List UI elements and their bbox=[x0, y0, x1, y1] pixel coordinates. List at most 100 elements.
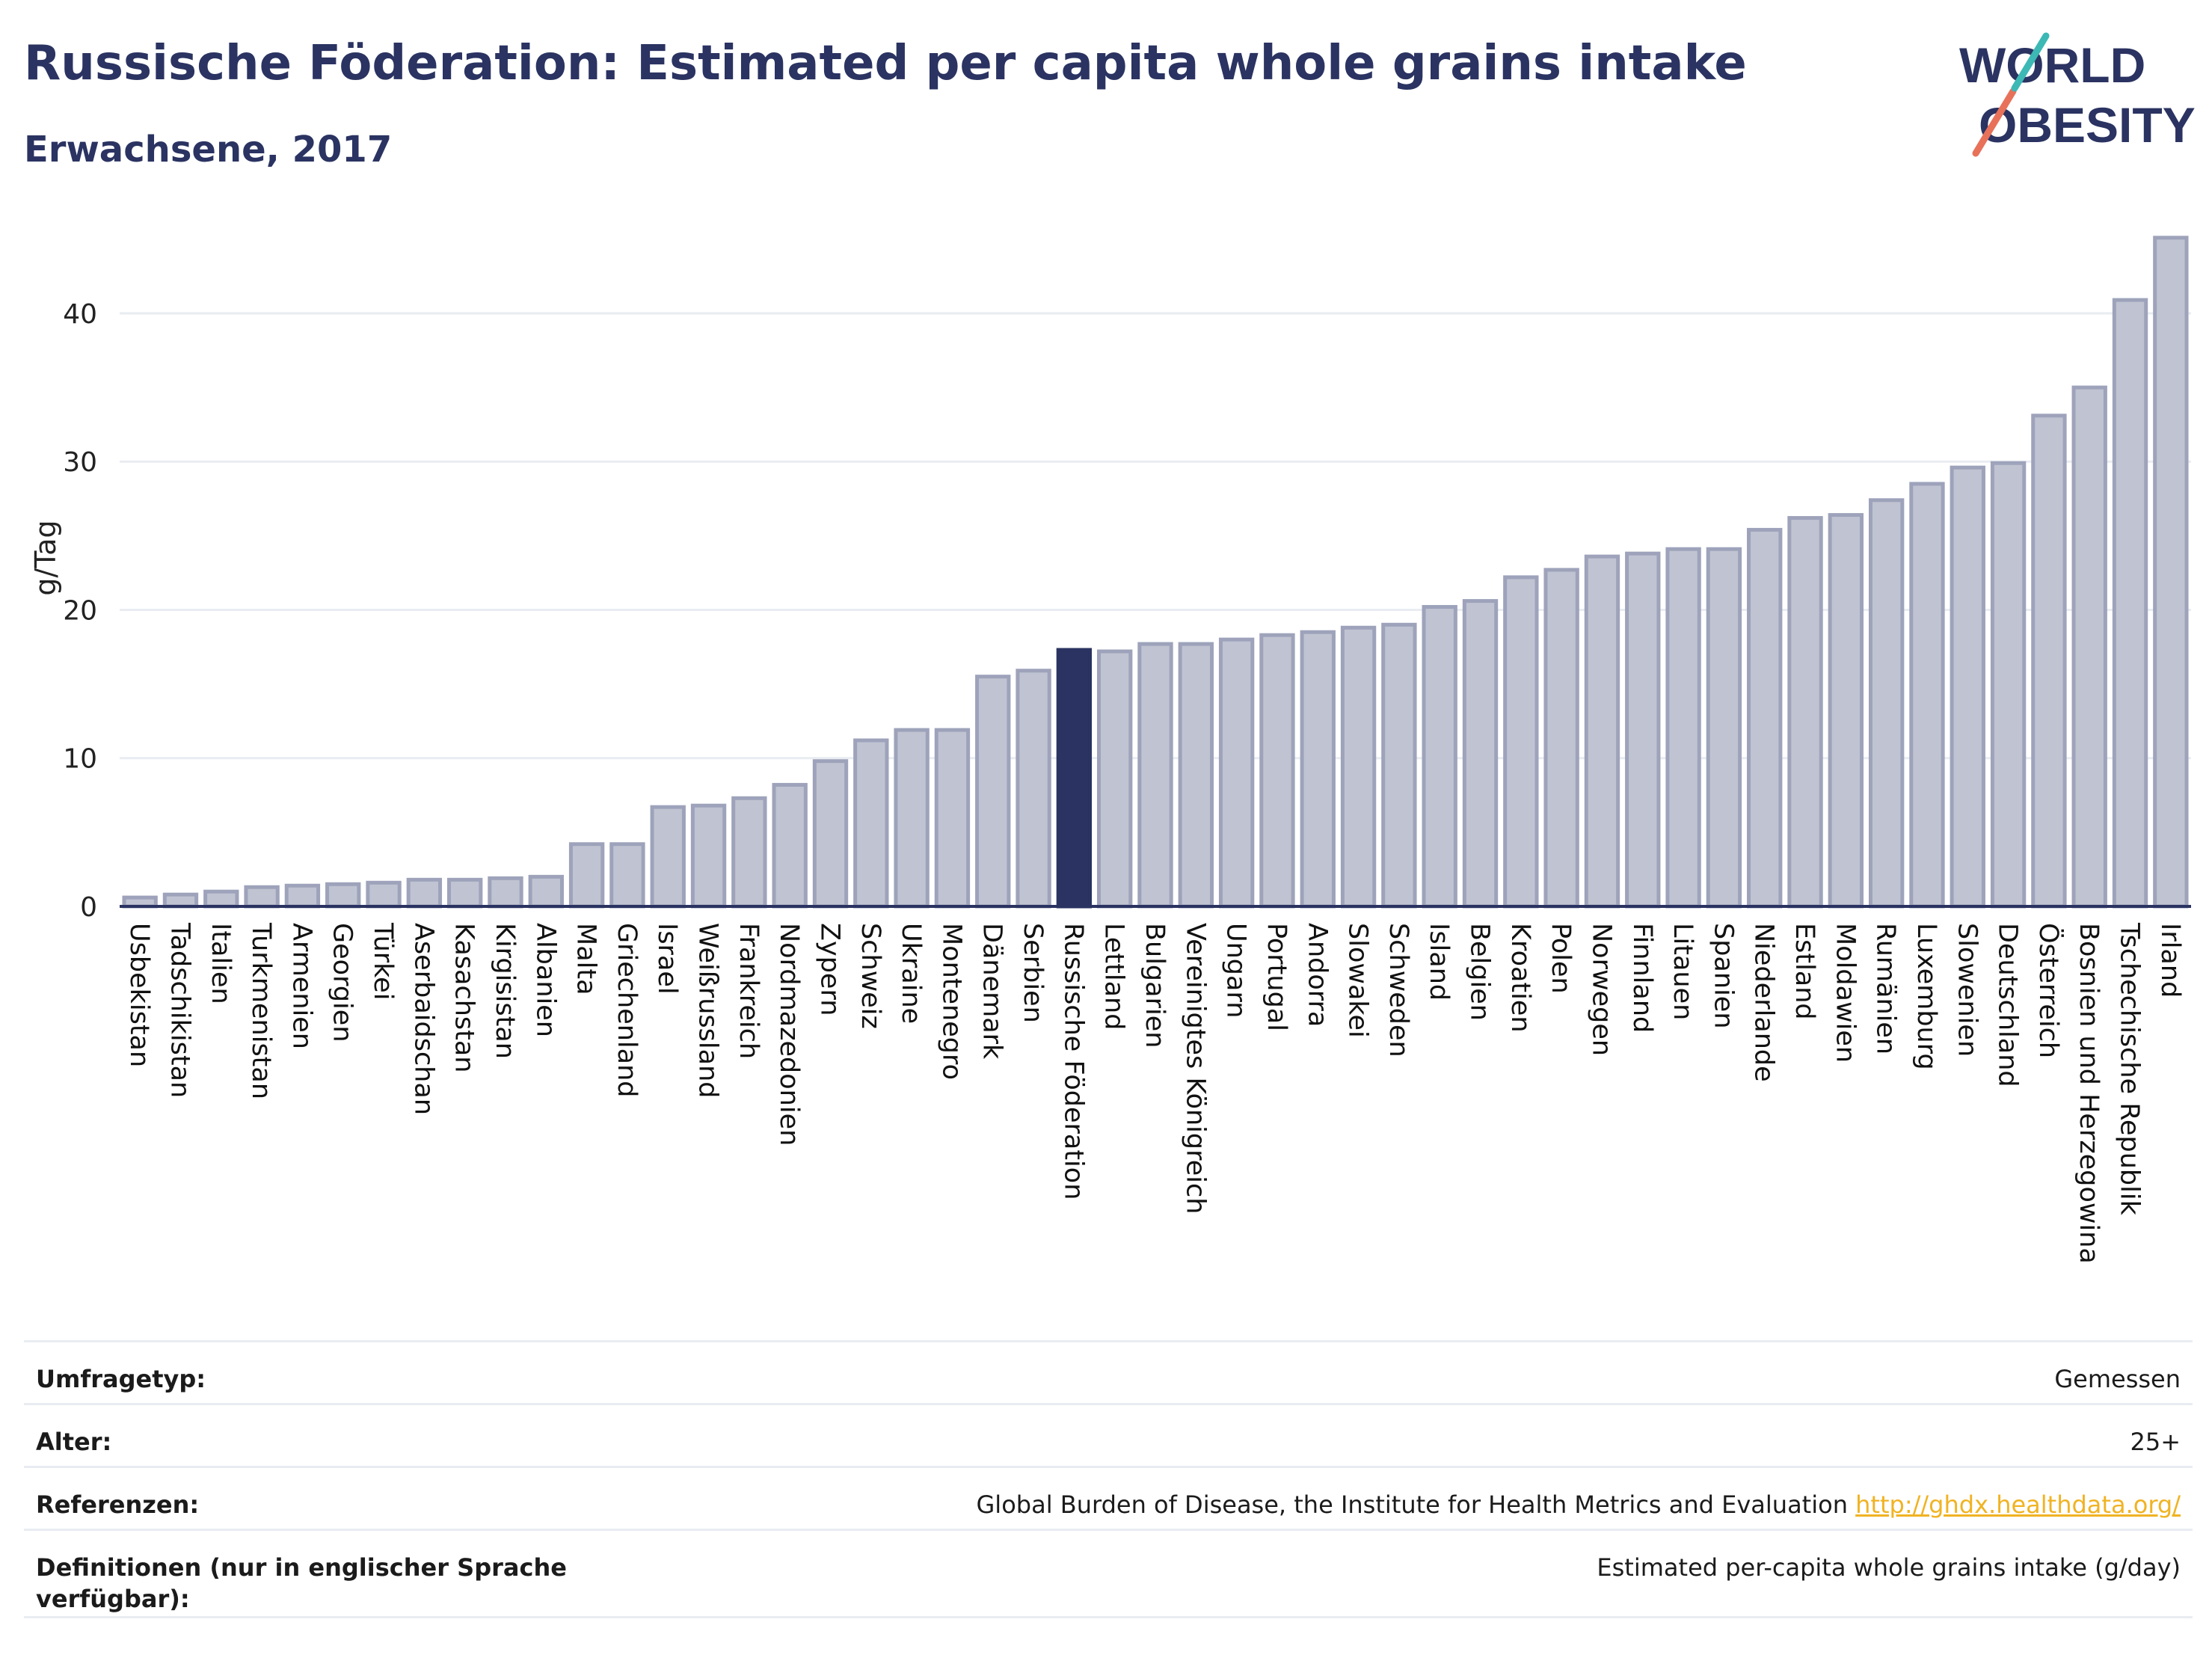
x-tick-label: Serbien bbox=[1018, 923, 1048, 1023]
bar-chart: 0 10 20 30 40 g/Tag Usbekistan Tadschikistan Ita… bbox=[29, 236, 2191, 1264]
meta-row-age: Alter: 25+ bbox=[24, 1403, 2193, 1466]
x-tick-label: Moldawien bbox=[1830, 923, 1860, 1063]
x-tick-label: Albanien bbox=[530, 923, 560, 1037]
x-tick-label: Griechenland bbox=[612, 923, 642, 1097]
x-tick-label: Spanien bbox=[1708, 923, 1738, 1029]
x-tick-label: Kirgisistan bbox=[490, 923, 520, 1059]
x-tick-label: Kasachstan bbox=[449, 923, 479, 1072]
bar-kirgisistan bbox=[488, 876, 523, 909]
x-tick-label: Israel bbox=[652, 923, 682, 995]
bar-ungarn bbox=[1218, 637, 1255, 909]
x-tick-label: Schweiz bbox=[855, 923, 885, 1029]
x-tick-label: Vereinigtes Königreich bbox=[1180, 923, 1210, 1214]
x-tick-label: Irland bbox=[2155, 923, 2185, 998]
meta-value: 25+ bbox=[2130, 1428, 2181, 1456]
meta-value: Gemessen bbox=[2054, 1365, 2181, 1393]
meta-row-survey-type: Umfragetyp: Gemessen bbox=[24, 1340, 2193, 1403]
world-obesity-logo: WORLD OBESITY bbox=[1959, 32, 2196, 157]
x-tick-label: Finnland bbox=[1627, 923, 1657, 1033]
x-tick-label: Georgien bbox=[328, 923, 357, 1043]
x-tick-label: Lettland bbox=[1099, 923, 1129, 1030]
x-tick-label: Island bbox=[1424, 923, 1454, 1001]
bar-frankreich bbox=[731, 796, 767, 909]
bar-bosnien-und-herzegowina bbox=[2071, 385, 2107, 909]
x-tick-label: Slowakei bbox=[1343, 923, 1373, 1038]
x-tick-label: Türkei bbox=[368, 922, 398, 1000]
bar-zypern bbox=[812, 759, 849, 909]
x-tick-label: Norwegen bbox=[1586, 923, 1616, 1056]
bar-kroatien bbox=[1503, 575, 1539, 909]
bar-finnland bbox=[1625, 551, 1661, 909]
bar-slowakei bbox=[1340, 625, 1377, 909]
x-tick-label: Ukraine bbox=[896, 923, 926, 1024]
x-tick-label: Rumänien bbox=[1871, 923, 1901, 1054]
meta-row-definitions: Definitionen (nur in englischer Sprache … bbox=[24, 1529, 2193, 1618]
meta-label: Umfragetyp: bbox=[36, 1365, 206, 1393]
reference-text: Global Burden of Disease, the Institute … bbox=[976, 1490, 1848, 1519]
x-tick-label: Andorra bbox=[1302, 923, 1332, 1027]
bar-portugal bbox=[1259, 633, 1295, 909]
bar-deutschland bbox=[1990, 461, 2027, 909]
meta-label: Definitionen (nur in englischer Sprache … bbox=[36, 1553, 567, 1613]
bar-andorra bbox=[1300, 630, 1336, 909]
x-tick-label: Frankreich bbox=[734, 923, 764, 1059]
x-tick-label: Bosnien und Herzegowina bbox=[2074, 923, 2104, 1264]
logo-slash-red bbox=[1972, 87, 2017, 157]
bar-schweden bbox=[1381, 622, 1417, 909]
meta-label: Alter: bbox=[36, 1428, 112, 1456]
bar-italien bbox=[203, 889, 239, 909]
bar-turkmenistan bbox=[244, 885, 280, 909]
bar-bulgarien bbox=[1137, 642, 1173, 909]
logo-slash-teal bbox=[2011, 32, 2050, 92]
bar-tschechische-republik bbox=[2112, 298, 2148, 909]
x-tick-label: Turkmenistan bbox=[246, 922, 276, 1099]
bar-estland bbox=[1787, 516, 1823, 909]
y-tick-label: 10 bbox=[63, 744, 97, 775]
bar-nordmazedonien bbox=[772, 782, 808, 909]
y-tick-label: 40 bbox=[63, 299, 97, 330]
x-tick-label: Polen bbox=[1546, 923, 1576, 994]
x-tick-label: Malta bbox=[571, 923, 601, 995]
bar-russische-föderation bbox=[1056, 648, 1093, 909]
meta-label: Referenzen: bbox=[36, 1490, 200, 1519]
bar-norwegen bbox=[1584, 554, 1620, 909]
bar-moldawien bbox=[1828, 513, 1864, 909]
x-tick-label: Schweden bbox=[1383, 923, 1413, 1057]
x-tick-label: Kroatien bbox=[1505, 923, 1535, 1033]
reference-link[interactable]: http://ghdx.healthdata.org/ bbox=[1855, 1490, 2181, 1519]
x-tick-label: Luxemburg bbox=[1911, 923, 1941, 1070]
x-tick-label: Dänemark bbox=[977, 923, 1007, 1060]
bar-montenegro bbox=[934, 728, 971, 909]
bar-polen bbox=[1543, 568, 1579, 909]
x-tick-label: Tadschikistan bbox=[165, 922, 194, 1098]
x-tick-label: Nordmazedonien bbox=[774, 923, 804, 1146]
logo-line1: WORLD bbox=[1959, 37, 2145, 93]
x-tick-label: Zypern bbox=[814, 923, 844, 1016]
bar-irland bbox=[2153, 236, 2189, 909]
chart-subtitle: Erwachsene, 2017 bbox=[24, 129, 393, 171]
y-axis-label: g/Tag bbox=[29, 520, 62, 595]
x-tick-label: Österreich bbox=[2033, 923, 2065, 1058]
bar-armenien bbox=[284, 883, 321, 909]
bar-luxemburg bbox=[1909, 482, 1945, 909]
meta-row-references: Referenzen: Global Burden of Disease, th… bbox=[24, 1466, 2193, 1529]
y-tick-label: 0 bbox=[80, 892, 97, 923]
bar-lettland bbox=[1097, 649, 1133, 909]
y-tick-label: 20 bbox=[63, 595, 97, 626]
meta-value: Global Burden of Disease, the Institute … bbox=[977, 1489, 2181, 1520]
bar-dänemark bbox=[975, 675, 1011, 909]
bar-albanien bbox=[528, 874, 564, 909]
bar-aserbaidschan bbox=[406, 877, 443, 909]
bar-litauen bbox=[1665, 547, 1701, 909]
x-tick-label: Usbekistan bbox=[124, 923, 154, 1067]
meta-value: Estimated per-capita whole grains intake… bbox=[1597, 1553, 2181, 1582]
bar-slowenien bbox=[1950, 465, 1985, 909]
x-tick-label: Belgien bbox=[1465, 923, 1495, 1021]
x-tick-label: Niederlande bbox=[1749, 923, 1779, 1082]
logo-line2: OBESITY bbox=[1979, 97, 2196, 153]
bar-niederlande bbox=[1747, 527, 1783, 909]
bar-griechenland bbox=[609, 842, 645, 909]
x-tick-label: Bulgarien bbox=[1140, 923, 1170, 1048]
x-tick-label: Ungarn bbox=[1221, 923, 1251, 1018]
bar-island bbox=[1422, 605, 1457, 909]
